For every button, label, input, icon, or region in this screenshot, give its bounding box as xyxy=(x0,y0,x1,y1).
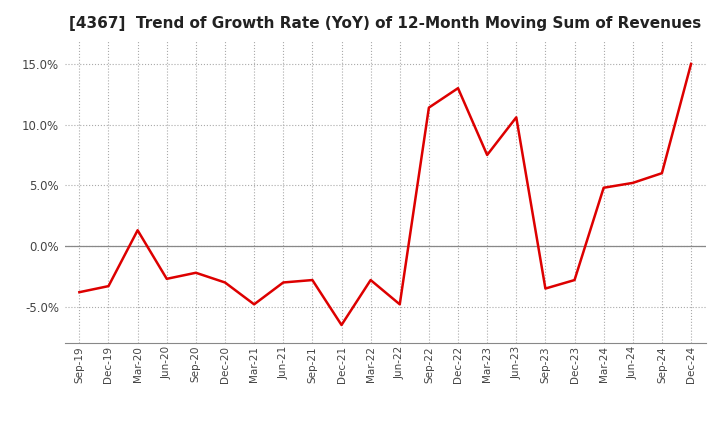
Title: [4367]  Trend of Growth Rate (YoY) of 12-Month Moving Sum of Revenues: [4367] Trend of Growth Rate (YoY) of 12-… xyxy=(69,16,701,32)
